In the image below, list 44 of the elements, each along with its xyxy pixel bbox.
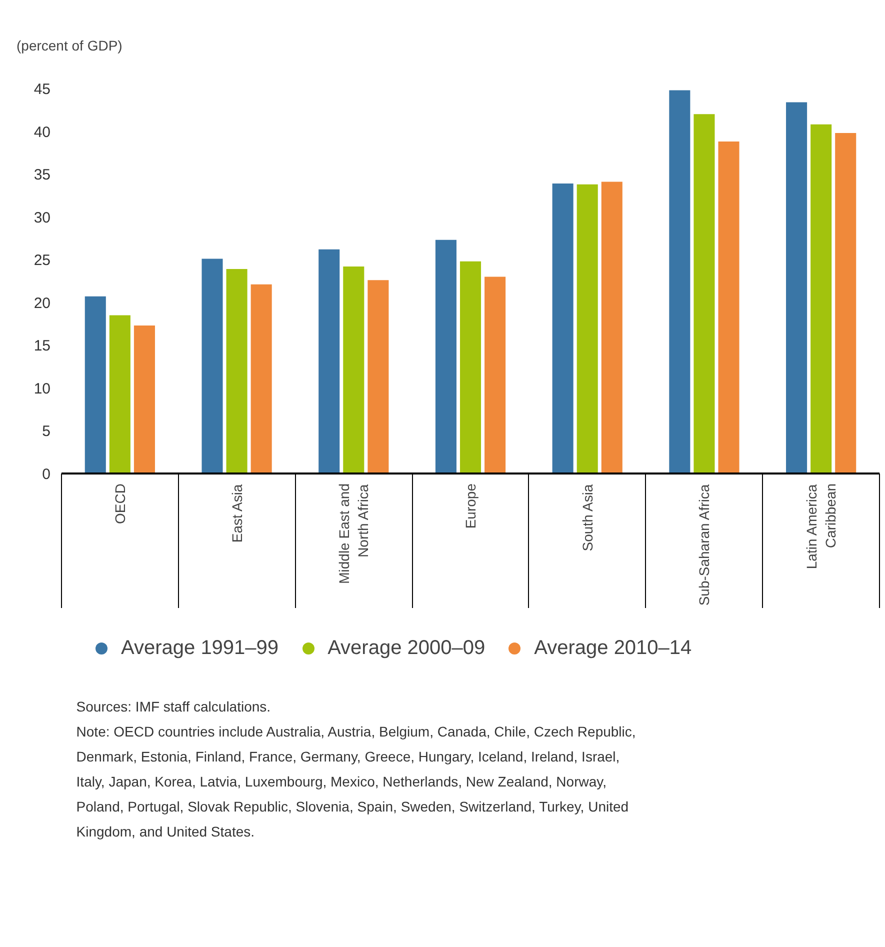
x-tick-label: Sub-Saharan Africa (696, 484, 712, 606)
bar (134, 325, 155, 474)
y-tick-label: 45 (34, 81, 51, 98)
bar (718, 142, 740, 474)
bar (250, 284, 272, 474)
bar (202, 258, 223, 474)
bar (694, 114, 715, 474)
bar (669, 90, 690, 474)
bar (786, 102, 808, 474)
bar (576, 184, 598, 474)
x-tick-label: OECD (112, 483, 128, 524)
x-tick-label: Middle East and North Africa (336, 483, 372, 584)
bar (484, 276, 506, 474)
bar (435, 240, 456, 474)
y-axis-title: (percent of GDP) (16, 38, 122, 54)
x-tick-label: South Asia (579, 484, 596, 552)
x-tick-label: Europe (462, 483, 478, 529)
bar (84, 296, 106, 474)
y-tick-label: 0 (42, 466, 50, 483)
source-note: Sources: IMF staff calculations. (76, 698, 271, 714)
text: Note: OECD countries include Australia, Austria, Belgium, Canada, Chile, Czech Republic, Denmark, Estonia, Finland, France, Germany, Greece, Hungary, Iceland, Ireland, Israel, Italy, Japan, Korea, Latvia, Luxembourg, Mexico, Netherlands, New Zealand, Norway, Poland, Portugal, Slovak Republic, Slovenia, Spain, Sweden, Switzerland, Turkey, United Kingdom, and United States. (76, 724, 636, 840)
bar (109, 315, 130, 474)
bar (343, 266, 364, 474)
y-tick-label: 35 (34, 166, 51, 184)
y-tick-label: 15 (34, 338, 51, 355)
y-tick-label: 40 (34, 124, 51, 141)
bar (368, 280, 389, 474)
bar (552, 183, 574, 474)
x-tick-label: East Asia (228, 484, 245, 543)
bar (601, 182, 622, 474)
y-tick-label: 10 (34, 380, 51, 398)
bar (835, 132, 856, 474)
legend-label: Average 2000–09 (328, 636, 486, 660)
legend-label: Average 1991–99 (121, 636, 279, 660)
y-tick-label: 30 (34, 209, 51, 226)
legend-label: Average 2010–14 (534, 636, 692, 660)
y-tick-label: 20 (34, 294, 51, 312)
x-tick-label: Latin America Caribbean (803, 483, 839, 570)
bar (810, 124, 832, 474)
y-tick-label: 5 (42, 423, 50, 440)
bar (318, 249, 340, 474)
bar (226, 269, 248, 474)
bar (460, 261, 482, 474)
y-tick-label: 25 (34, 252, 51, 270)
